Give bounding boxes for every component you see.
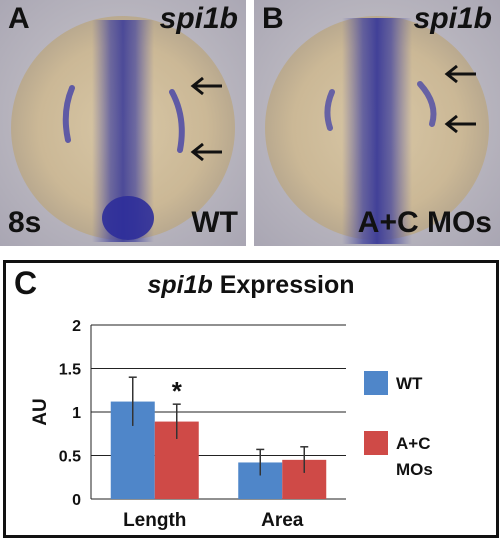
panel-b-condition-label: A+C MOs bbox=[357, 206, 492, 239]
legend-item-mo: A+C MOs bbox=[364, 431, 456, 483]
legend-swatch-wt bbox=[364, 371, 388, 395]
significance-star: * bbox=[172, 376, 183, 406]
panel-b-gene-label: spi1b bbox=[413, 2, 492, 35]
y-tick-label: 0 bbox=[72, 492, 81, 509]
panel-b-embryo-image: B spi1b A+C MOs bbox=[254, 0, 500, 246]
bar-chart: 0 0.5 1 1.5 2 AU * Length Area bbox=[30, 318, 346, 531]
y-axis-label: AU bbox=[30, 398, 51, 425]
panel-b-letter: B bbox=[262, 2, 284, 35]
chart-title: spi1b Expression bbox=[6, 271, 496, 300]
embryo-b-illustration bbox=[265, 16, 489, 244]
embryo-a-illustration bbox=[11, 16, 235, 242]
panel-a-gene-label: spi1b bbox=[159, 2, 238, 35]
panel-a-condition-label: WT bbox=[191, 206, 238, 239]
panel-a-stage-label: 8s bbox=[8, 206, 42, 239]
legend-label-mo: A+C MOs bbox=[396, 434, 433, 479]
legend-item-wt: WT bbox=[364, 371, 422, 397]
chart-panel-letter: C bbox=[14, 265, 38, 301]
y-tick-label: 1 bbox=[72, 405, 81, 422]
y-tick-label: 1.5 bbox=[59, 362, 81, 379]
arrow-upper-b bbox=[444, 64, 476, 84]
arrow-lower-a bbox=[190, 142, 222, 162]
chart-title-gene: spi1b bbox=[147, 271, 213, 299]
panel-a-embryo-image: A spi1b 8s WT bbox=[0, 0, 246, 246]
legend-label-wt: WT bbox=[396, 374, 423, 393]
x-category-label: Area bbox=[261, 510, 304, 531]
x-category-label: Length bbox=[123, 510, 186, 531]
panel-a-letter: A bbox=[8, 2, 30, 35]
y-tick-label: 0.5 bbox=[59, 449, 81, 466]
legend-swatch-mo bbox=[364, 431, 388, 455]
chart-panel-c: C spi1b Expression 0 0.5 1 1.5 2 AU * Length Are… bbox=[3, 260, 499, 538]
chart-title-rest: Expression bbox=[212, 271, 355, 299]
arrow-upper-a bbox=[190, 76, 222, 96]
y-tick-label: 2 bbox=[72, 318, 81, 335]
arrow-lower-b bbox=[444, 114, 476, 134]
